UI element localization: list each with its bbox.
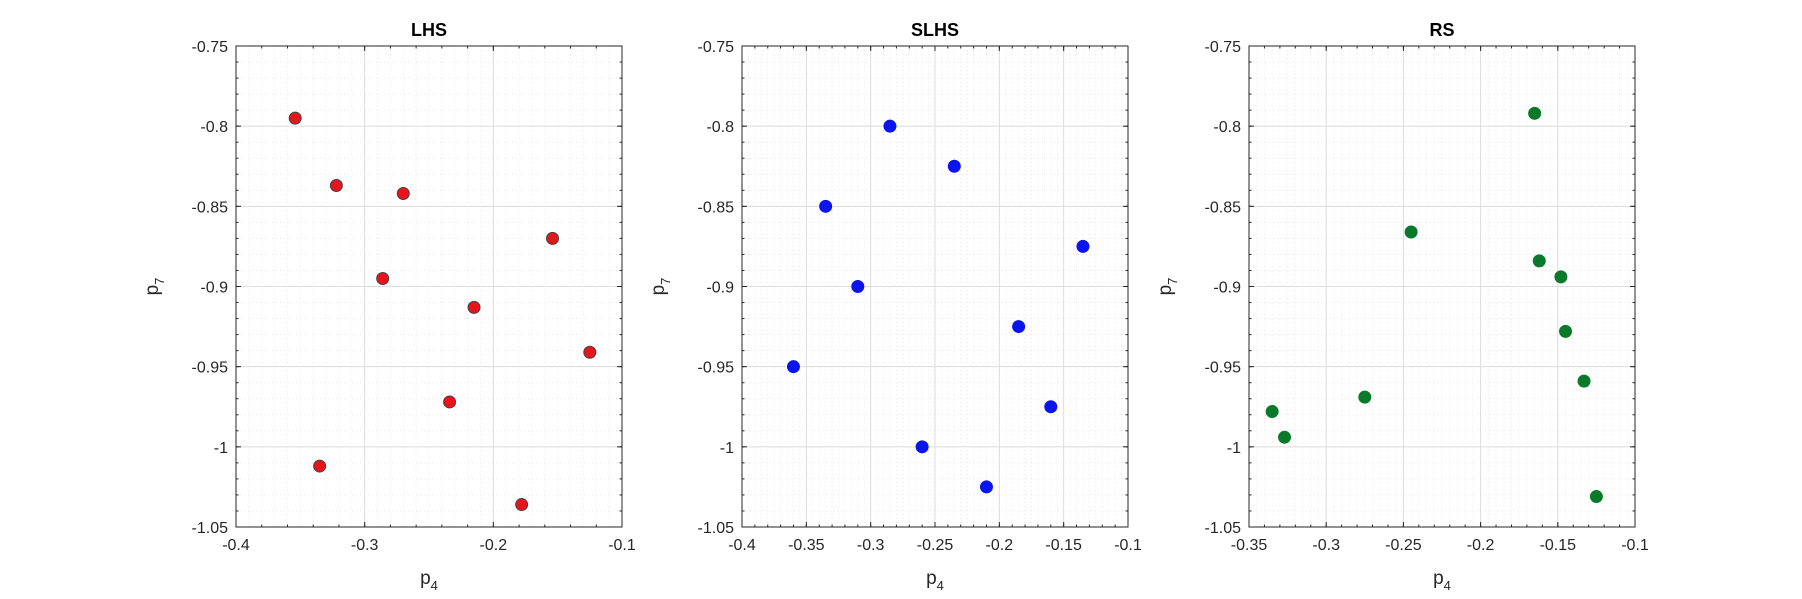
grid bbox=[741, 45, 1129, 528]
y-tick-label: -0.8 bbox=[1213, 119, 1241, 136]
scatter-point-8 bbox=[1265, 405, 1279, 419]
y-axis-label: p7 bbox=[142, 278, 167, 296]
scatter-point-3 bbox=[1532, 254, 1546, 268]
x-axis-label-sub: 4 bbox=[431, 578, 438, 593]
scatter-point-1 bbox=[883, 119, 897, 133]
panel-rs: -0.35 -0.3 -0.25 -0.2 -0.15 -0.1 -0.75 -0.8 -0.8… bbox=[1155, 20, 1649, 593]
x-tick-label: -0.3 bbox=[857, 537, 885, 554]
y-tick-label: -0.75 bbox=[698, 39, 735, 56]
panel-slhs: -0.4 -0.35 -0.3 -0.25 -0.2 -0.15 -0.1 -0.75 -0.8… bbox=[648, 20, 1142, 593]
scatter-point-1 bbox=[288, 111, 302, 125]
y-axis-label-base: p bbox=[1155, 285, 1176, 296]
scatter-point-5 bbox=[851, 280, 865, 293]
scatter-point-6 bbox=[467, 300, 481, 314]
x-axis-label-sub: 4 bbox=[1444, 578, 1451, 593]
scatter-point-7 bbox=[1358, 390, 1372, 404]
panel-title: LHS bbox=[411, 20, 447, 40]
scatter-point-7 bbox=[583, 345, 597, 359]
x-tick-label: -0.4 bbox=[222, 537, 250, 554]
y-tick-label: -0.95 bbox=[698, 360, 735, 377]
x-tick-label: -0.15 bbox=[1045, 537, 1082, 554]
x-axis-label: p4 bbox=[926, 568, 944, 593]
x-tick-label: -0.25 bbox=[1385, 537, 1422, 554]
y-tick-label: -1.05 bbox=[192, 520, 229, 537]
y-tick-label: -0.75 bbox=[192, 39, 229, 56]
panel-title: RS bbox=[1429, 20, 1454, 40]
scatter-point-3 bbox=[819, 199, 833, 213]
scatter-points bbox=[1265, 106, 1603, 504]
x-tick-label: -0.35 bbox=[788, 537, 825, 554]
y-tick-label: -1 bbox=[1227, 440, 1241, 457]
x-axis-label: p4 bbox=[420, 568, 438, 593]
x-axis-label-base: p bbox=[926, 568, 937, 589]
scatter-point-5 bbox=[546, 231, 560, 245]
x-tick-label: -0.4 bbox=[728, 537, 756, 554]
scatter-point-2 bbox=[1404, 225, 1418, 239]
x-axis-label-base: p bbox=[420, 568, 431, 589]
x-tick-label: -0.2 bbox=[480, 537, 508, 554]
y-axis-label-sub: 7 bbox=[658, 278, 673, 285]
y-axis-label: p7 bbox=[1155, 278, 1180, 296]
x-tick-label: -0.15 bbox=[1540, 537, 1577, 554]
x-axis-label-base: p bbox=[1433, 568, 1444, 589]
x-tick-label: -0.2 bbox=[1467, 537, 1495, 554]
y-tick-label: -0.9 bbox=[1213, 280, 1241, 297]
scatter-point-4 bbox=[376, 271, 390, 285]
y-tick-label: -0.85 bbox=[1205, 199, 1242, 216]
scatter-point-4 bbox=[1076, 239, 1090, 253]
x-axis-label: p4 bbox=[1433, 568, 1451, 593]
scatter-point-6 bbox=[1577, 374, 1591, 388]
y-tick-label: -0.85 bbox=[698, 199, 735, 216]
scatter-point-9 bbox=[915, 440, 929, 454]
y-tick-label: -1 bbox=[720, 440, 734, 457]
y-tick-label: -0.8 bbox=[706, 119, 734, 136]
y-axis-label: p7 bbox=[648, 278, 673, 296]
x-tick-label: -0.1 bbox=[1621, 537, 1649, 554]
scatter-point-10 bbox=[515, 498, 529, 512]
x-tick-label: -0.25 bbox=[917, 537, 954, 554]
x-tick-label: -0.35 bbox=[1231, 537, 1268, 554]
y-tick-label: -0.8 bbox=[200, 119, 228, 136]
y-axis-label-base: p bbox=[142, 285, 163, 296]
x-tick-label: -0.2 bbox=[986, 537, 1014, 554]
scatter-point-3 bbox=[396, 187, 410, 201]
scatter-point-7 bbox=[786, 360, 800, 374]
panel-title: SLHS bbox=[911, 20, 959, 40]
scatter-point-6 bbox=[1012, 320, 1026, 334]
y-axis-label-sub: 7 bbox=[1165, 278, 1180, 285]
x-tick-label: -0.3 bbox=[1312, 537, 1340, 554]
grid bbox=[235, 45, 623, 528]
y-tick-label: -1.05 bbox=[698, 520, 735, 537]
scatter-point-9 bbox=[313, 459, 327, 473]
y-tick-label: -0.9 bbox=[706, 280, 734, 297]
scatter-point-8 bbox=[1044, 400, 1058, 414]
scatter-point-4 bbox=[1554, 270, 1568, 284]
scatter-point-9 bbox=[1278, 430, 1292, 444]
scatter-point-2 bbox=[947, 159, 961, 173]
scatter-point-10 bbox=[1589, 490, 1603, 504]
scatter-point-1 bbox=[1528, 106, 1542, 120]
scatter-points bbox=[288, 111, 597, 512]
y-axis-label-base: p bbox=[648, 285, 669, 296]
y-tick-label: -1.05 bbox=[1205, 520, 1242, 537]
scatter-point-8 bbox=[443, 395, 457, 409]
y-tick-label: -0.95 bbox=[1205, 360, 1242, 377]
scatter-point-2 bbox=[329, 178, 343, 192]
y-tick-label: -0.85 bbox=[192, 199, 229, 216]
y-tick-label: -0.9 bbox=[200, 280, 228, 297]
panel-lhs: -0.4 -0.3 -0.2 -0.1 -0.75 -0.8 -0.85 -0.9 -0.95 -… bbox=[142, 20, 636, 593]
x-axis-label-sub: 4 bbox=[937, 578, 944, 593]
scatter-point-5 bbox=[1559, 324, 1573, 338]
x-tick-label: -0.1 bbox=[608, 537, 636, 554]
y-axis-label-sub: 7 bbox=[152, 278, 167, 285]
x-tick-label: -0.1 bbox=[1114, 537, 1142, 554]
scatter-point-10 bbox=[979, 480, 993, 494]
x-tick-label: -0.3 bbox=[351, 537, 379, 554]
y-tick-label: -1 bbox=[214, 440, 228, 457]
scatter-points bbox=[786, 119, 1090, 494]
y-tick-label: -0.95 bbox=[192, 360, 229, 377]
y-tick-label: -0.75 bbox=[1205, 39, 1242, 56]
